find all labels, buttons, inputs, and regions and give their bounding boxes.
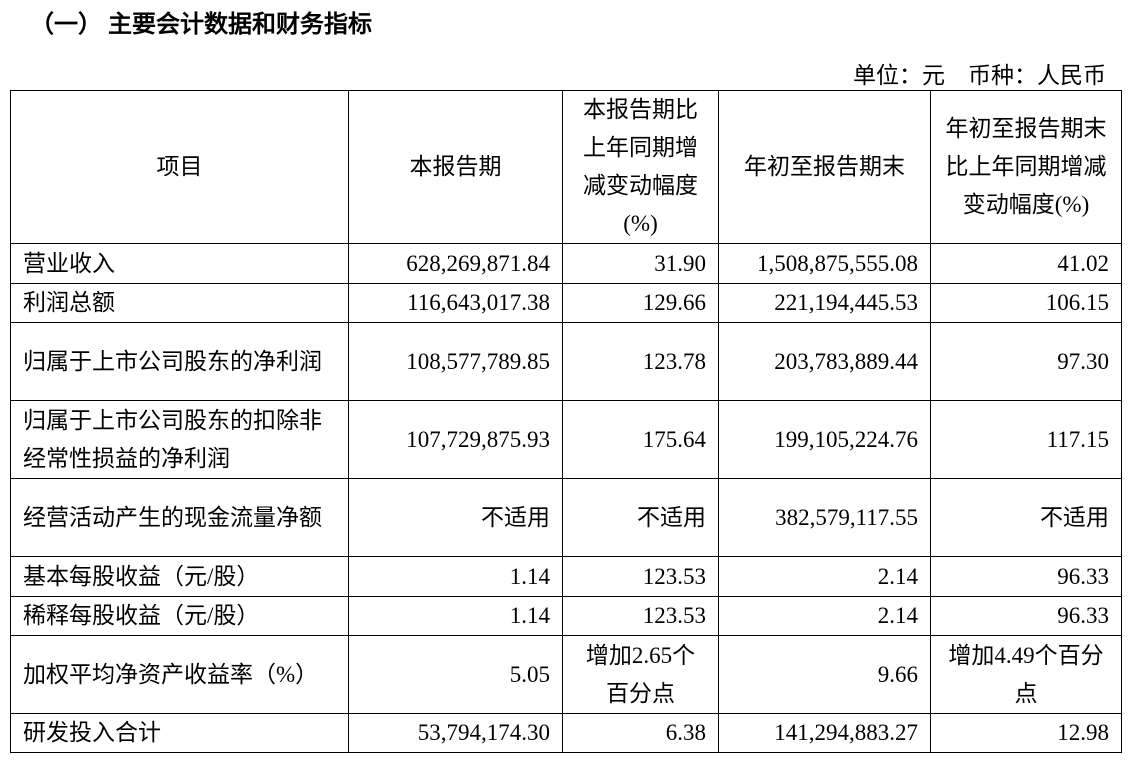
value-cell: 1.14	[348, 556, 563, 597]
header-cell: 年初至报告期末	[718, 90, 931, 244]
item-cell: 利润总额	[10, 283, 349, 323]
item-cell: 研发投入合计	[10, 713, 349, 753]
item-cell: 加权平均净资产收益率（%）	[10, 635, 349, 714]
value-cell: 123.53	[562, 596, 719, 636]
value-cell: 199,105,224.76	[718, 400, 931, 479]
item-cell: 经营活动产生的现金流量净额	[10, 478, 349, 557]
header-cell: 本报告期	[348, 90, 563, 244]
value-cell: 不适用	[348, 478, 563, 557]
header-cell: 本报告期比上年同期增减变动幅度(%)	[562, 90, 719, 244]
table-row: 营业收入 628,269,871.84 31.90 1,508,875,555.08 4…	[10, 243, 1122, 284]
table-row: 加权平均净资产收益率（%） 5.05 增加2.65个百分点 9.66 增加4.49个百分…	[10, 635, 1122, 714]
value-cell: 175.64	[562, 400, 719, 479]
value-cell: 129.66	[562, 283, 719, 323]
table-row: 归属于上市公司股东的扣除非经常性损益的净利润 107,729,875.93 175.…	[10, 400, 1122, 479]
value-cell: 不适用	[930, 478, 1122, 557]
value-cell: 203,783,889.44	[718, 322, 931, 401]
header-row: 项目 本报告期 本报告期比上年同期增减变动幅度(%) 年初至报告期末 年初至报告期末比上…	[10, 90, 1122, 244]
table-row: 利润总额 116,643,017.38 129.66 221,194,445.53 10…	[10, 283, 1122, 323]
table-row: 研发投入合计 53,794,174.30 6.38 141,294,883.27 12.…	[10, 713, 1122, 753]
value-cell: 108,577,789.85	[348, 322, 563, 401]
value-cell: 2.14	[718, 596, 931, 636]
table-row: 稀释每股收益（元/股） 1.14 123.53 2.14 96.33	[10, 596, 1122, 636]
table-row: 基本每股收益（元/股） 1.14 123.53 2.14 96.33	[10, 556, 1122, 597]
value-cell: 382,579,117.55	[718, 478, 931, 557]
value-cell: 106.15	[930, 283, 1122, 323]
value-cell: 96.33	[930, 596, 1122, 636]
value-cell: 221,194,445.53	[718, 283, 931, 323]
value-cell: 628,269,871.84	[348, 243, 563, 284]
value-cell: 1.14	[348, 596, 563, 636]
value-cell: 不适用	[562, 478, 719, 557]
value-cell: 6.38	[562, 713, 719, 753]
value-cell: 123.78	[562, 322, 719, 401]
value-cell: 53,794,174.30	[348, 713, 563, 753]
header-cell: 年初至报告期末比上年同期增减变动幅度(%)	[930, 90, 1122, 244]
item-cell: 营业收入	[10, 243, 349, 284]
value-cell: 141,294,883.27	[718, 713, 931, 753]
financial-table: 项目 本报告期 本报告期比上年同期增减变动幅度(%) 年初至报告期末 年初至报告期末比上…	[10, 90, 1122, 753]
value-cell: 96.33	[930, 556, 1122, 597]
value-cell: 增加2.65个百分点	[562, 635, 719, 714]
table-row: 归属于上市公司股东的净利润 108,577,789.85 123.78 203,783…	[10, 322, 1122, 401]
value-cell: 12.98	[930, 713, 1122, 753]
value-cell: 1,508,875,555.08	[718, 243, 931, 284]
item-cell: 基本每股收益（元/股）	[10, 556, 349, 597]
value-cell: 117.15	[930, 400, 1122, 479]
header-cell: 项目	[10, 90, 349, 244]
value-cell: 97.30	[930, 322, 1122, 401]
item-cell: 归属于上市公司股东的扣除非经常性损益的净利润	[10, 400, 349, 479]
unit-note: 单位：元 币种：人民币	[853, 63, 1106, 88]
item-cell: 稀释每股收益（元/股）	[10, 596, 349, 636]
value-cell: 5.05	[348, 635, 563, 714]
value-cell: 31.90	[562, 243, 719, 284]
value-cell: 2.14	[718, 556, 931, 597]
value-cell: 9.66	[718, 635, 931, 714]
value-cell: 116,643,017.38	[348, 283, 563, 323]
table-row: 经营活动产生的现金流量净额 不适用 不适用 382,579,117.55 不适用	[10, 478, 1122, 557]
section-title: （一） 主要会计数据和财务指标	[30, 12, 372, 38]
table-body: 营业收入 628,269,871.84 31.90 1,508,875,555.08 4…	[10, 243, 1122, 753]
value-cell: 107,729,875.93	[348, 400, 563, 479]
value-cell: 增加4.49个百分点	[930, 635, 1122, 714]
value-cell: 123.53	[562, 556, 719, 597]
item-cell: 归属于上市公司股东的净利润	[10, 322, 349, 401]
value-cell: 41.02	[930, 243, 1122, 284]
